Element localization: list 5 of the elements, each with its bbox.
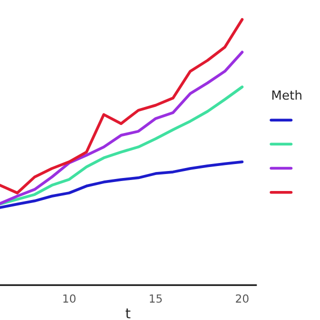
x-tick-label: 10 — [63, 294, 76, 303]
x-axis-title: t — [126, 308, 130, 318]
x-tick-label: 20 — [236, 294, 248, 303]
legend-title: Meth — [272, 90, 302, 100]
x-tick-label: 15 — [150, 294, 162, 303]
